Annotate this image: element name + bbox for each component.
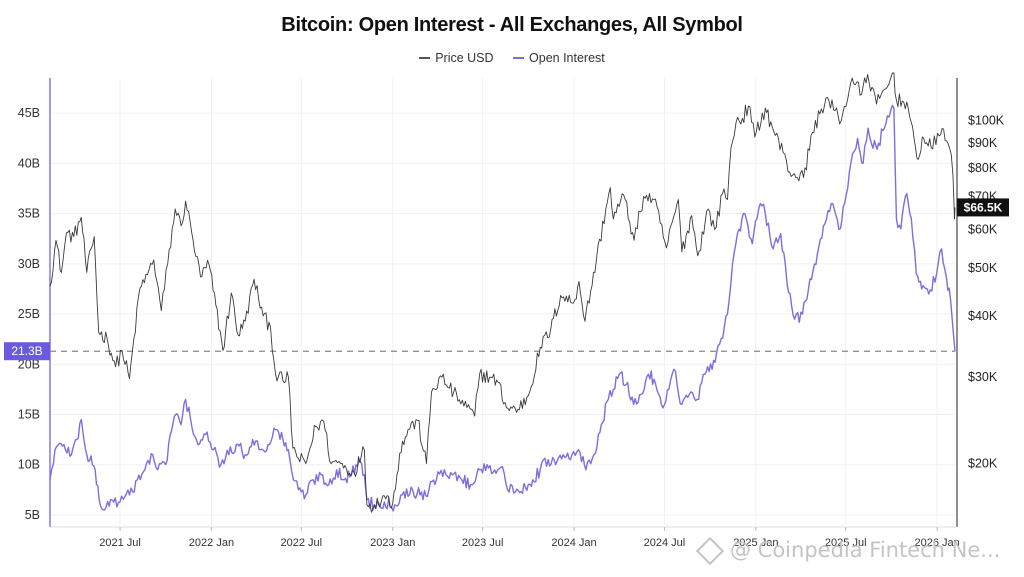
y-right-tick-label: $40K [968,309,998,323]
x-tick-label: 2024 Jul [644,537,686,549]
y-left-tick-label: 45B [18,106,40,120]
y-left-tick-label: 20B [18,357,40,371]
legend-item-open-interest[interactable]: Open Interest [513,51,605,65]
y-left-tick-label: 5B [25,508,40,522]
y-right-tick-label: $80K [968,161,998,175]
y-right-tick-label: $50K [968,261,998,275]
x-tick-label: 2021 Jul [99,537,141,549]
y-left-tick-label: 10B [18,458,40,472]
current-price-label: $66.5K [964,200,1003,214]
x-tick-label: 2023 Jan [370,537,415,549]
legend-label-open-interest: Open Interest [529,51,605,65]
coinpedia-logo-icon [695,536,725,566]
y-right-tick-label: $60K [968,222,998,236]
chart-title: Bitcoin: Open Interest - All Exchanges, … [281,14,743,36]
y-right-tick-label: $100K [968,113,1005,127]
x-tick-label: 2023 Jul [462,537,504,549]
y-left-tick-label: 25B [18,307,40,321]
y-right-tick-label: $20K [968,457,998,471]
legend-item-price[interactable]: Price USD [419,51,494,65]
legend-swatch-open-interest [513,57,525,59]
x-tick-label: 2022 Jul [281,537,323,549]
y-right-tick-label: $90K [968,136,998,150]
current-oi-label: 21.3B [11,344,42,358]
legend-swatch-price [419,57,431,59]
y-left-tick-label: 35B [18,207,40,221]
y-left-tick-label: 30B [18,257,40,271]
x-tick-label: 2025 Jan [733,537,778,549]
price-usd-line [49,72,956,513]
y-left-tick-label: 40B [18,156,40,170]
watermark: @ Coinpedia Fintech Ne... [695,536,1001,566]
x-tick-label: 2022 Jan [189,537,234,549]
x-tick-label: 2026 Jan [914,537,959,549]
x-tick-label: 2025 Jul [825,537,867,549]
x-tick-label: 2024 Jan [551,537,596,549]
legend-label-price: Price USD [435,51,494,65]
current-price-label-box [957,198,1009,217]
current-oi-label-box [4,342,50,361]
y-right-tick-label: $30K [968,370,998,384]
open-interest-line [49,104,956,512]
watermark-text: @ Coinpedia Fintech Ne... [730,538,1001,562]
legend: Price USD Open Interest [0,48,1024,65]
y-left-tick-label: 15B [18,408,40,422]
